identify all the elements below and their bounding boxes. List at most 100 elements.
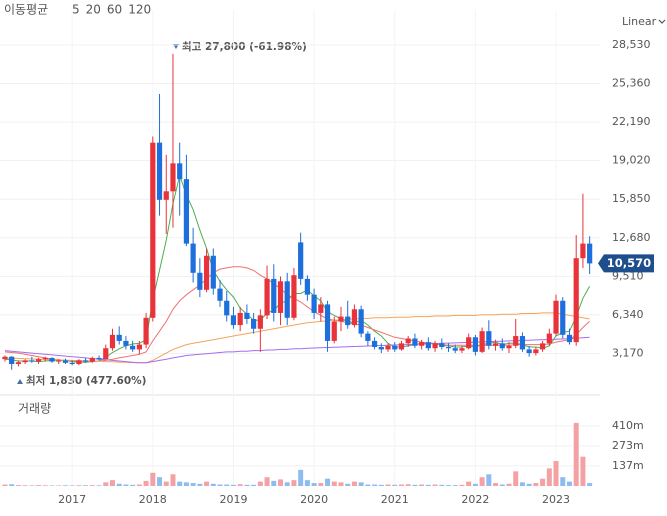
volume-tick-label: 137m	[612, 459, 644, 472]
candle-body	[526, 349, 532, 354]
candle-body	[156, 142, 163, 200]
volume-bar	[103, 482, 109, 486]
volume-bar	[109, 480, 115, 486]
volume-bar	[2, 484, 8, 486]
volume-bar	[277, 479, 283, 486]
volume-bar	[251, 484, 257, 486]
candle-body	[244, 312, 250, 320]
candle-body	[519, 336, 526, 350]
legend-entry: 5	[72, 3, 80, 17]
volume-bar	[425, 484, 431, 486]
candle-body	[533, 349, 539, 354]
y-tick-label: 12,680	[612, 231, 651, 244]
volume-bar	[217, 484, 223, 486]
candle-body	[412, 338, 418, 346]
volume-bar	[271, 480, 277, 486]
volume-bar	[136, 484, 142, 486]
candle-body	[163, 191, 169, 200]
volume-bar	[351, 481, 357, 486]
candle-body	[573, 258, 579, 343]
candle-body	[539, 343, 546, 350]
volume-bar	[472, 483, 478, 486]
volume-bar	[345, 483, 351, 486]
candle-body	[251, 319, 257, 329]
candle-body	[486, 331, 492, 346]
low-marker	[17, 379, 23, 384]
candle-body	[56, 360, 62, 362]
last-price-tag	[598, 254, 654, 273]
y-tick-label: 15,850	[612, 192, 651, 205]
candle-body	[284, 281, 290, 318]
volume-bar	[318, 483, 324, 486]
volume-bar	[36, 485, 42, 486]
candle-body	[257, 315, 263, 329]
volume-bar	[513, 471, 519, 486]
volume-bar	[553, 461, 559, 486]
volume-title: 거래량	[18, 402, 51, 416]
volume-bar	[526, 483, 532, 486]
legend-title: 이동평균	[4, 3, 48, 17]
legend-entry: 20	[86, 3, 101, 17]
volume-bar	[365, 484, 371, 486]
volume-bar	[143, 480, 149, 486]
volume-bar	[419, 484, 425, 486]
x-tick-label: 2021	[381, 493, 409, 506]
candle-body	[96, 357, 102, 360]
volume-bar	[291, 480, 297, 486]
candle-body	[9, 356, 15, 365]
volume-bar	[358, 482, 364, 486]
candle-body	[62, 360, 69, 363]
volume-bar	[499, 484, 505, 486]
volume-bar	[224, 484, 230, 486]
volume-bar	[96, 485, 102, 486]
candle-body	[291, 275, 297, 318]
candle-body	[318, 304, 324, 313]
candle-body	[479, 331, 485, 352]
candle-body	[177, 163, 183, 180]
y-tick-label: 22,190	[612, 115, 651, 128]
x-tick-label: 2022	[461, 493, 489, 506]
candle-body	[331, 321, 337, 341]
volume-bar	[331, 481, 337, 486]
volume-bar	[587, 483, 593, 486]
volume-bar	[325, 478, 331, 486]
candle-body	[553, 300, 559, 334]
y-tick-label: 28,530	[612, 38, 651, 51]
x-tick-label: 2023	[542, 493, 570, 506]
volume-bar	[466, 481, 472, 486]
volume-bar	[42, 485, 48, 486]
volume-bar	[284, 482, 290, 486]
volume-bar	[298, 469, 304, 486]
volume-bar	[62, 485, 68, 486]
x-tick-label: 2017	[58, 493, 86, 506]
volume-bar	[446, 485, 452, 486]
scale-selector[interactable]: Linear	[622, 15, 657, 28]
scale-chevron[interactable]	[658, 19, 666, 24]
candle-body	[170, 163, 176, 192]
y-tick-label: 25,360	[612, 77, 651, 90]
candle-body	[358, 309, 364, 334]
candle-body	[49, 357, 55, 362]
volume-bar	[116, 483, 122, 486]
volume-bar	[49, 485, 55, 486]
volume-bar	[150, 472, 156, 486]
high-annotation: 최고 27,800 (-61.98%)	[182, 40, 307, 53]
volume-bar	[69, 485, 75, 486]
candle-body	[69, 362, 75, 365]
candle-body	[271, 278, 277, 313]
volume-bar	[83, 485, 89, 486]
candle-body	[398, 343, 405, 350]
candle-body	[425, 342, 431, 349]
candle-body	[392, 345, 398, 350]
candle-body	[506, 345, 512, 349]
candle-body	[304, 278, 310, 295]
volume-bar	[204, 481, 210, 486]
candle-body	[452, 348, 458, 351]
volume-bar	[580, 456, 586, 486]
candle-body	[109, 334, 116, 349]
candle-body	[183, 179, 190, 244]
volume-bar	[123, 484, 129, 486]
y-tick-label: 19,020	[612, 154, 651, 167]
volume-bar	[22, 485, 28, 486]
